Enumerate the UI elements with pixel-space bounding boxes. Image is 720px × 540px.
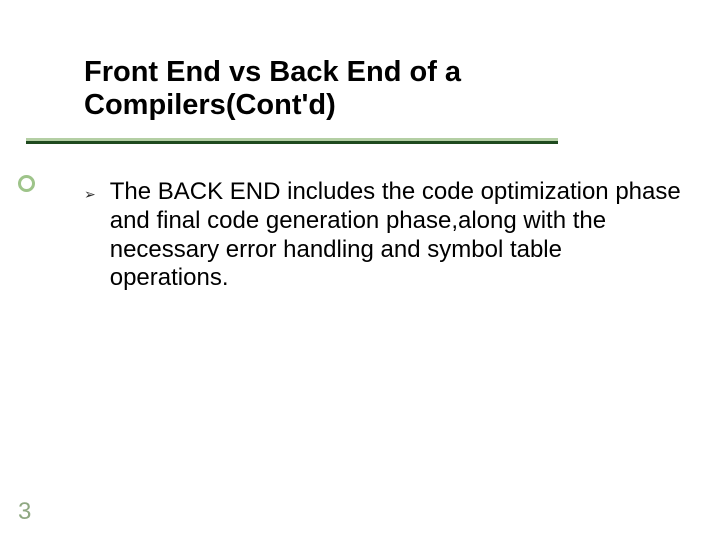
slide: Front End vs Back End of a Compilers(Con… — [0, 0, 720, 540]
arrow-bullet-icon: ➢ — [84, 178, 96, 205]
content-area: ➢ The BACK END includes the code optimiz… — [84, 178, 684, 293]
slide-title: Front End vs Back End of a Compilers(Con… — [84, 56, 720, 123]
accent-circle-icon — [18, 175, 35, 192]
bullet-text: The BACK END includes the code optimizat… — [110, 178, 684, 293]
page-number: 3 — [18, 498, 31, 526]
title-underline-dark — [26, 141, 558, 144]
bullet-item: ➢ The BACK END includes the code optimiz… — [84, 178, 684, 293]
